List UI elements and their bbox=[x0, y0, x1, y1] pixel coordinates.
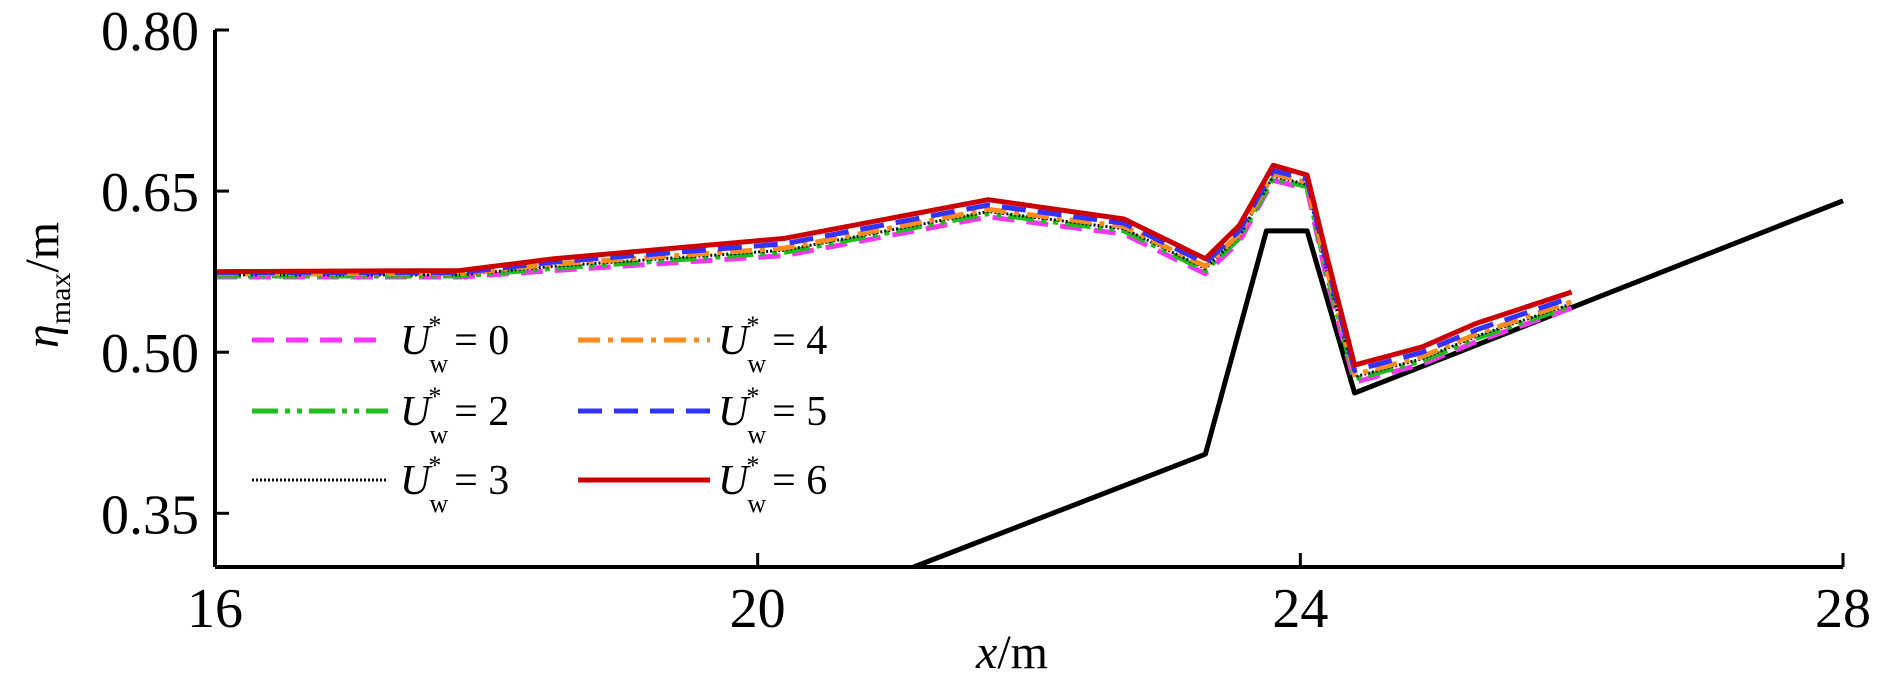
x-axis-label-unit: /m bbox=[997, 626, 1048, 679]
x-axis-label: x/m bbox=[975, 626, 1048, 679]
legend-entry: U* w = 4 bbox=[578, 311, 827, 378]
legend-entry: U* w = 5 bbox=[578, 382, 827, 449]
legend-entry: U* w = 2 bbox=[252, 382, 509, 449]
y-tick-label: 0.35 bbox=[101, 484, 199, 546]
bathymetry-line bbox=[912, 198, 1844, 570]
legend-label: U* w = 5 bbox=[718, 382, 827, 449]
series-line-4 bbox=[215, 168, 1573, 373]
x-tick-label: 20 bbox=[730, 578, 786, 640]
series-line-5 bbox=[214, 162, 1573, 368]
y-tick-label: 0.80 bbox=[101, 1, 199, 63]
x-tick-label: 24 bbox=[1272, 578, 1328, 640]
y-axis-label-eta: η bbox=[16, 324, 69, 348]
x-axis-label-var: x bbox=[975, 626, 997, 679]
legend-entry: U* w = 6 bbox=[578, 451, 827, 518]
legend-entry: U* w = 3 bbox=[252, 451, 509, 518]
y-axis-label-unit: /m bbox=[16, 222, 69, 273]
y-tick-label: 0.50 bbox=[101, 323, 199, 385]
legend: U* w = 0U* w = 2U* w = 3 U* w = 4U* w = 5U* w = 6 bbox=[252, 311, 827, 518]
y-tick-label: 0.65 bbox=[101, 162, 199, 224]
x-tick-label: 28 bbox=[1815, 578, 1871, 640]
legend-label: U* w = 0 bbox=[400, 311, 509, 378]
legend-entry: U* w = 0 bbox=[252, 311, 509, 378]
legend-label: U* w = 4 bbox=[718, 311, 827, 378]
series-layer bbox=[214, 162, 1573, 385]
y-axis-label-sub: max bbox=[44, 273, 77, 325]
legend-label: U* w = 6 bbox=[718, 451, 827, 518]
bathymetry-layer bbox=[912, 198, 1844, 570]
series-line-1 bbox=[215, 175, 1573, 382]
legend-label: U* w = 2 bbox=[400, 382, 509, 449]
legend-label: U* w = 3 bbox=[400, 451, 509, 518]
x-tick-label: 16 bbox=[187, 578, 243, 640]
axes: 16 20 24 28 0.35 0.50 0.65 0.80 bbox=[101, 1, 1871, 640]
y-axis-label: ηmax/m bbox=[16, 222, 77, 348]
